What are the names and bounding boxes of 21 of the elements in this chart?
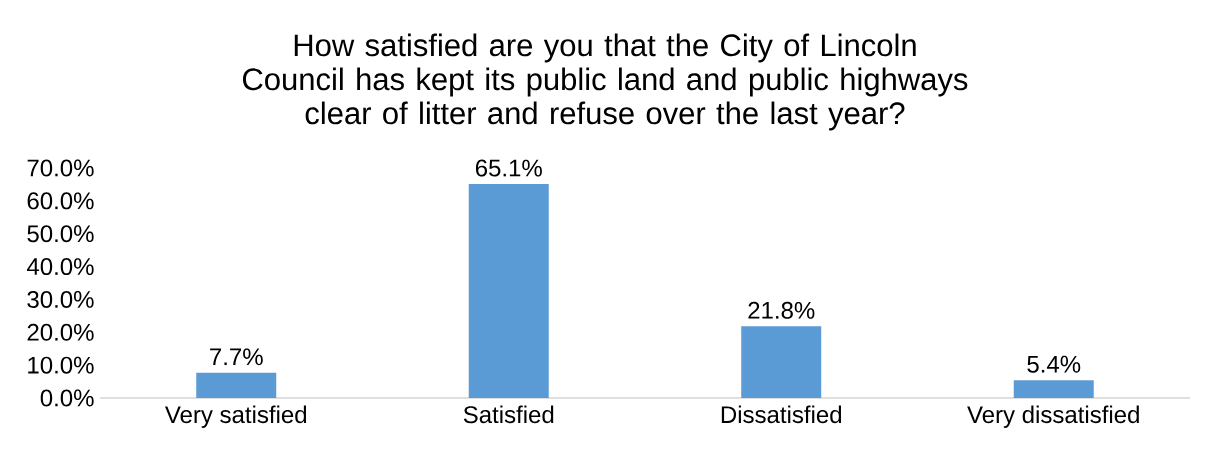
y-tick-label: 10.0% (28, 356, 94, 374)
x-tick-label: Dissatisfied (721, 405, 842, 424)
y-tick-label: 60.0% (27, 192, 94, 210)
data-label: 7.7% (210, 348, 263, 366)
y-tick-label: 50.0% (27, 225, 94, 243)
bar (196, 372, 277, 398)
y-tick-label: 40.0% (26, 258, 94, 276)
bar (468, 184, 549, 398)
chart-title: How satisfied are you that the City of Lincoln Council has kept its public land and public highways clear of litter and refuse over the last year? (242, 33, 968, 131)
data-label: 21.8% (748, 301, 815, 319)
x-tick-label: Very satisfied (164, 405, 307, 428)
x-tick-label: Very dissatisfied (967, 405, 1139, 428)
bar (741, 326, 822, 398)
y-tick-label: 20.0% (27, 323, 94, 341)
bar (1013, 380, 1094, 398)
y-tick-label: 70.0% (27, 159, 94, 177)
data-label: 5.4% (1027, 355, 1081, 373)
y-tick-label: 0.0% (40, 389, 94, 407)
data-label: 65.1% (475, 159, 542, 177)
y-tick-label: 30.0% (27, 290, 94, 308)
x-tick-label: Satisfied (463, 405, 554, 424)
